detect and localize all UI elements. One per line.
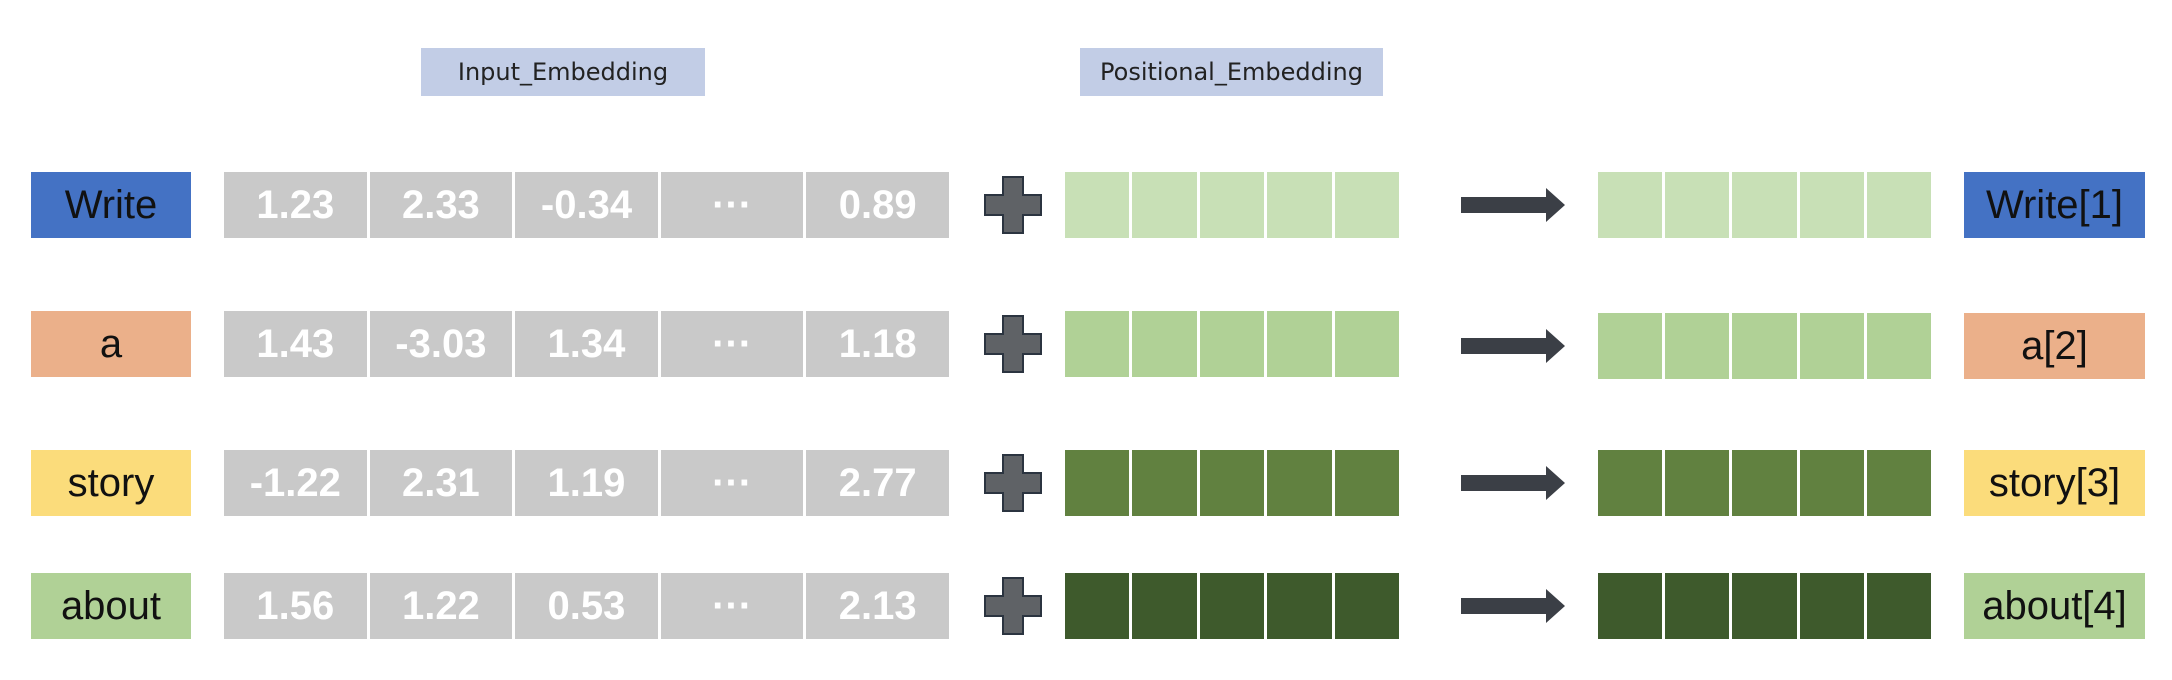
plus-icon (984, 454, 1042, 512)
positional-cell (1267, 450, 1332, 516)
output-cell (1866, 313, 1932, 379)
plus-icon (984, 176, 1042, 234)
output-cell (1598, 573, 1663, 639)
token-label: about (31, 573, 191, 639)
positional-embedding-vector (1065, 311, 1400, 377)
positional-embedding-header: Positional_Embedding (1080, 48, 1383, 96)
embedding-value: -1.22 (224, 450, 367, 516)
output-cell (1732, 313, 1797, 379)
input-embedding-vector: 1.23 2.33 -0.34 ··· 0.89 (224, 172, 949, 238)
positional-cell (1199, 450, 1265, 516)
positional-cell (1065, 172, 1130, 238)
embedding-value: ··· (660, 172, 804, 238)
positional-cell (1334, 573, 1400, 639)
output-cell (1732, 450, 1797, 516)
token-label: story (31, 450, 191, 516)
positional-cell (1132, 172, 1197, 238)
output-cell (1665, 313, 1730, 379)
plus-icon (984, 315, 1042, 373)
output-cell (1799, 573, 1864, 639)
embedding-value: 2.31 (369, 450, 513, 516)
embedding-value: -3.03 (369, 311, 513, 377)
positional-cell (1267, 573, 1332, 639)
positional-embedding-vector (1065, 573, 1400, 639)
output-cell (1665, 450, 1730, 516)
embedding-row: a 1.43 -3.03 1.34 ··· 1.18 a[2] (0, 311, 2172, 379)
positional-cell (1334, 172, 1400, 238)
embedding-value: ··· (660, 450, 804, 516)
input-embedding-vector: -1.22 2.31 1.19 ··· 2.77 (224, 450, 949, 516)
positional-cell (1199, 573, 1265, 639)
embedding-value: 1.34 (515, 311, 658, 377)
positional-cell (1267, 311, 1332, 377)
embedding-value: ··· (660, 573, 804, 639)
output-cell (1598, 450, 1663, 516)
embedding-value: 1.19 (515, 450, 658, 516)
positional-embedding-vector (1065, 450, 1400, 516)
positional-cell (1065, 311, 1130, 377)
embedding-row: story -1.22 2.31 1.19 ··· 2.77 story[3] (0, 450, 2172, 516)
result-label: a[2] (1964, 313, 2145, 379)
plus-icon (984, 577, 1042, 635)
input-embedding-header: Input_Embedding (421, 48, 705, 96)
positional-cell (1132, 450, 1197, 516)
embedding-value: 1.23 (224, 172, 367, 238)
output-cell (1732, 573, 1797, 639)
token-label: Write (31, 172, 191, 238)
positional-cell (1334, 311, 1400, 377)
embedding-value: -0.34 (515, 172, 658, 238)
embedding-value: 2.33 (369, 172, 513, 238)
result-label: about[4] (1964, 573, 2145, 639)
embedding-value: 0.53 (515, 573, 658, 639)
embedding-value: 1.22 (369, 573, 513, 639)
embedding-value: 1.43 (224, 311, 367, 377)
output-cell (1598, 172, 1663, 238)
output-embedding-vector (1598, 450, 1932, 516)
embedding-value: 1.18 (806, 311, 949, 377)
output-embedding-vector (1598, 172, 1932, 238)
output-cell (1799, 172, 1864, 238)
embedding-value: 1.56 (224, 573, 367, 639)
result-label: Write[1] (1964, 172, 2145, 238)
positional-cell (1199, 172, 1265, 238)
output-cell (1799, 450, 1864, 516)
positional-cell (1065, 450, 1130, 516)
positional-cell (1132, 573, 1197, 639)
embedding-value: 0.89 (806, 172, 949, 238)
arrow-right-icon (1461, 329, 1565, 363)
token-label: a (31, 311, 191, 377)
arrow-right-icon (1461, 466, 1565, 500)
output-cell (1799, 313, 1864, 379)
embedding-value: ··· (660, 311, 804, 377)
output-embedding-vector (1598, 313, 1932, 379)
embedding-value: 2.13 (806, 573, 949, 639)
embedding-row: Write 1.23 2.33 -0.34 ··· 0.89 Write[1] (0, 172, 2172, 238)
output-cell (1598, 313, 1663, 379)
output-cell (1732, 172, 1797, 238)
output-cell (1866, 450, 1932, 516)
arrow-right-icon (1461, 589, 1565, 623)
input-embedding-vector: 1.43 -3.03 1.34 ··· 1.18 (224, 311, 949, 377)
output-cell (1866, 573, 1932, 639)
positional-cell (1334, 450, 1400, 516)
positional-cell (1132, 311, 1197, 377)
positional-embedding-vector (1065, 172, 1400, 238)
output-cell (1866, 172, 1932, 238)
positional-cell (1267, 172, 1332, 238)
output-cell (1665, 172, 1730, 238)
output-embedding-vector (1598, 573, 1932, 639)
positional-cell (1199, 311, 1265, 377)
embedding-value: 2.77 (806, 450, 949, 516)
positional-cell (1065, 573, 1130, 639)
arrow-right-icon (1461, 188, 1565, 222)
result-label: story[3] (1964, 450, 2145, 516)
input-embedding-vector: 1.56 1.22 0.53 ··· 2.13 (224, 573, 949, 639)
output-cell (1665, 573, 1730, 639)
embedding-row: about 1.56 1.22 0.53 ··· 2.13 about[4] (0, 573, 2172, 639)
